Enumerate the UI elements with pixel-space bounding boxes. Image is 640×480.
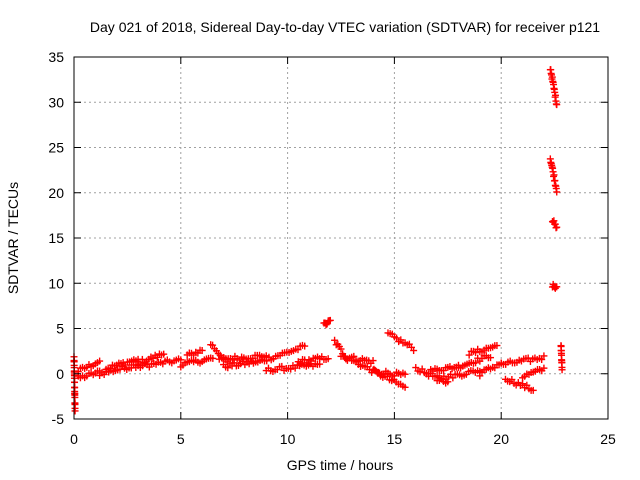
data-point (465, 351, 473, 359)
data-point (540, 352, 548, 360)
data-point (410, 347, 418, 355)
data-point (529, 386, 537, 394)
chart-title: Day 021 of 2018, Sidereal Day-to-day VTE… (90, 19, 600, 35)
data-point (198, 346, 206, 354)
data-point (390, 372, 398, 380)
y-axis-ticks: -5 0 5 10 15 20 25 30 35 (48, 49, 608, 427)
data-point (296, 360, 304, 368)
data-point (553, 223, 561, 231)
data-point (224, 364, 232, 372)
x-axis-ticks: 0 5 10 15 20 25 (70, 57, 616, 447)
data-point (553, 188, 561, 196)
data-point (558, 366, 566, 374)
data-point (177, 356, 185, 364)
x-axis-label: GPS time / hours (287, 457, 394, 473)
data-point (369, 357, 377, 365)
data-point (263, 357, 271, 365)
data-point (550, 217, 558, 225)
data-point (508, 375, 516, 383)
y-tick-label: -5 (52, 411, 65, 427)
data-point (209, 341, 217, 349)
data-point (294, 346, 302, 354)
y-tick-label: 10 (48, 275, 64, 291)
data-point (553, 101, 561, 109)
x-tick-label: 0 (70, 431, 78, 447)
x-tick-label: 25 (600, 431, 616, 447)
data-point (487, 354, 495, 362)
y-tick-label: 35 (48, 49, 64, 65)
data-point (331, 336, 339, 344)
data-point (393, 334, 401, 342)
y-axis-label: SDTVAR / TECUs (5, 182, 21, 294)
y-tick-label: 5 (56, 321, 64, 337)
data-point (472, 359, 480, 367)
x-tick-label: 20 (493, 431, 509, 447)
data-point (553, 283, 561, 291)
y-tick-label: 15 (48, 230, 64, 246)
x-tick-label: 5 (177, 431, 185, 447)
y-tick-label: 0 (56, 366, 64, 382)
data-point (401, 370, 409, 378)
data-point (96, 357, 104, 365)
data-point (425, 370, 433, 378)
data-point (160, 350, 168, 358)
data-point (301, 342, 309, 350)
data-point (136, 360, 144, 368)
x-tick-label: 10 (280, 431, 296, 447)
data-point (71, 407, 79, 415)
data-point (550, 171, 558, 179)
data-point (287, 365, 295, 373)
data-point (322, 321, 330, 329)
data-point (523, 381, 531, 389)
data-point (326, 316, 334, 324)
y-tick-label: 30 (48, 94, 64, 110)
data-point (209, 354, 217, 362)
grid-lines (74, 57, 608, 419)
data-point (337, 345, 345, 353)
y-tick-label: 25 (48, 140, 64, 156)
data-point (551, 220, 559, 228)
data-point (401, 383, 409, 391)
data-point (493, 342, 501, 350)
data-point (519, 380, 527, 388)
data-point (551, 284, 559, 292)
data-point (418, 365, 426, 373)
data-point (538, 355, 546, 363)
data-point (278, 362, 286, 370)
data-point (540, 364, 548, 372)
data-point (324, 355, 332, 363)
x-tick-label: 15 (387, 431, 403, 447)
y-tick-label: 20 (48, 185, 64, 201)
data-points (70, 66, 566, 415)
